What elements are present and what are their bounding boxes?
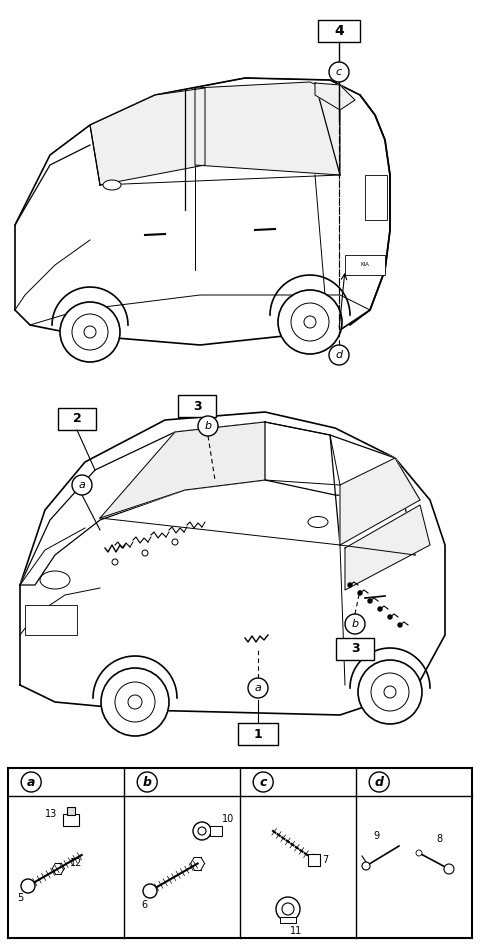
- Text: 11: 11: [290, 926, 302, 936]
- Polygon shape: [20, 422, 265, 585]
- Circle shape: [369, 772, 389, 792]
- Text: c: c: [260, 776, 267, 788]
- Polygon shape: [315, 83, 355, 110]
- Circle shape: [388, 615, 392, 619]
- Circle shape: [193, 822, 211, 840]
- Circle shape: [198, 416, 218, 436]
- Polygon shape: [340, 458, 420, 545]
- Circle shape: [112, 559, 118, 565]
- Text: 9: 9: [373, 831, 379, 841]
- Bar: [308, 853, 320, 866]
- Circle shape: [115, 682, 155, 722]
- Ellipse shape: [308, 516, 328, 528]
- Text: 10: 10: [222, 814, 234, 824]
- Polygon shape: [195, 82, 340, 175]
- Text: a: a: [254, 683, 262, 693]
- Text: 12: 12: [70, 858, 83, 868]
- Circle shape: [304, 316, 316, 328]
- Bar: [25, 605, 77, 635]
- Circle shape: [348, 583, 352, 587]
- Circle shape: [128, 695, 142, 709]
- Polygon shape: [20, 412, 445, 715]
- Circle shape: [60, 302, 120, 362]
- Circle shape: [198, 827, 206, 835]
- Circle shape: [142, 550, 148, 556]
- Bar: [210, 826, 222, 836]
- Circle shape: [358, 591, 362, 595]
- Text: a: a: [79, 480, 85, 490]
- Circle shape: [368, 599, 372, 603]
- Circle shape: [329, 345, 349, 365]
- Circle shape: [137, 772, 157, 792]
- Circle shape: [253, 772, 273, 792]
- Polygon shape: [345, 505, 430, 590]
- Bar: [238, 723, 278, 745]
- Circle shape: [378, 607, 382, 611]
- Circle shape: [329, 62, 349, 82]
- Bar: [336, 638, 374, 660]
- Text: 2: 2: [72, 413, 82, 426]
- Bar: [67, 807, 75, 815]
- Bar: [63, 814, 79, 826]
- Bar: [8, 768, 472, 938]
- Text: 6: 6: [141, 900, 147, 910]
- Circle shape: [291, 303, 329, 341]
- Text: b: b: [204, 421, 212, 431]
- Ellipse shape: [103, 180, 121, 190]
- Circle shape: [21, 879, 35, 893]
- Polygon shape: [15, 78, 390, 345]
- Circle shape: [143, 884, 157, 898]
- Circle shape: [248, 678, 268, 698]
- Text: b: b: [143, 776, 152, 788]
- Polygon shape: [100, 422, 340, 518]
- Circle shape: [371, 673, 409, 711]
- Text: 3: 3: [192, 399, 201, 413]
- Circle shape: [444, 864, 454, 874]
- Circle shape: [416, 850, 422, 856]
- Circle shape: [172, 539, 178, 545]
- Polygon shape: [90, 88, 205, 185]
- Bar: [318, 20, 360, 42]
- Text: d: d: [336, 350, 343, 360]
- Text: 13: 13: [45, 809, 57, 819]
- Bar: [345, 255, 385, 275]
- Circle shape: [362, 862, 370, 870]
- Text: b: b: [351, 619, 359, 629]
- Text: d: d: [375, 776, 384, 788]
- Circle shape: [384, 686, 396, 698]
- Ellipse shape: [40, 571, 70, 589]
- Circle shape: [101, 668, 169, 736]
- Circle shape: [278, 290, 342, 354]
- Circle shape: [398, 623, 402, 627]
- Polygon shape: [265, 422, 420, 500]
- Circle shape: [282, 903, 294, 915]
- Circle shape: [72, 475, 92, 495]
- Text: 4: 4: [334, 24, 344, 38]
- Text: 1: 1: [253, 728, 263, 740]
- Circle shape: [84, 326, 96, 338]
- Bar: [178, 395, 216, 417]
- Circle shape: [358, 660, 422, 724]
- Circle shape: [276, 897, 300, 921]
- Text: 3: 3: [351, 643, 360, 655]
- Text: c: c: [336, 67, 342, 77]
- Bar: [280, 917, 296, 923]
- Text: 7: 7: [322, 854, 328, 865]
- Text: a: a: [27, 776, 36, 788]
- Circle shape: [21, 772, 41, 792]
- Bar: [365, 175, 387, 220]
- Circle shape: [72, 314, 108, 350]
- Circle shape: [345, 614, 365, 634]
- Text: 5: 5: [17, 893, 23, 903]
- Bar: [58, 408, 96, 430]
- Text: 8: 8: [436, 834, 442, 844]
- Text: KIA: KIA: [360, 262, 370, 267]
